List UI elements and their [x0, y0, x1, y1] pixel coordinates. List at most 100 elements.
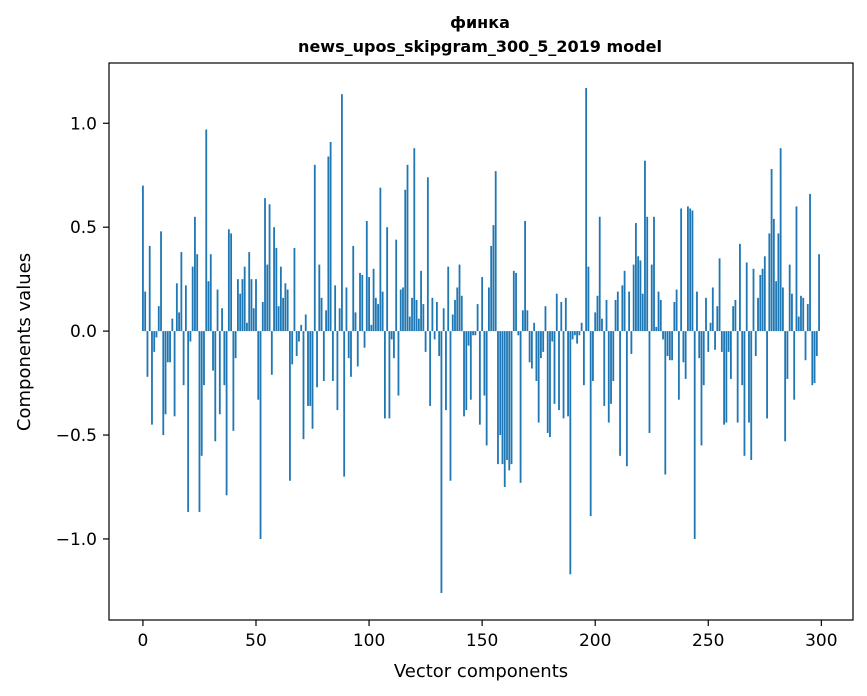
bar	[716, 306, 719, 332]
x-tick-label: 300	[805, 631, 837, 651]
bar	[234, 331, 237, 359]
bar	[770, 169, 773, 332]
bar	[696, 291, 698, 332]
bar	[318, 264, 321, 332]
bar	[212, 331, 214, 371]
bar	[763, 256, 766, 332]
bar	[655, 326, 658, 332]
bar	[646, 216, 649, 332]
bar	[187, 331, 190, 512]
bar	[388, 331, 391, 419]
bar	[607, 331, 610, 423]
bar	[693, 331, 696, 539]
bar	[517, 331, 520, 336]
bar	[327, 156, 330, 332]
bar	[207, 281, 210, 332]
bar	[221, 308, 223, 332]
bar	[761, 268, 764, 332]
bar	[621, 285, 624, 332]
bar	[307, 331, 309, 406]
bar	[734, 299, 737, 332]
y-tick-label: −1.0	[56, 530, 97, 550]
bar	[519, 331, 522, 483]
x-tick-label: 100	[353, 631, 385, 651]
bar	[641, 293, 644, 332]
bar	[472, 331, 474, 336]
bar	[576, 331, 579, 344]
bar	[151, 331, 153, 425]
bar	[329, 141, 332, 332]
bar	[345, 287, 348, 332]
x-tick-label: 0	[138, 631, 149, 651]
bar	[289, 331, 291, 481]
bar	[580, 322, 583, 332]
bar	[684, 331, 687, 379]
bar	[316, 331, 318, 388]
bar	[259, 331, 262, 539]
bar	[361, 274, 364, 332]
bar	[445, 331, 447, 411]
bar	[806, 304, 809, 332]
bar	[589, 331, 592, 517]
bar	[286, 289, 289, 332]
bar	[433, 331, 436, 340]
x-tick-label: 250	[692, 631, 724, 651]
bar	[562, 331, 565, 419]
bar	[216, 289, 219, 332]
bar	[146, 331, 149, 377]
bar	[601, 318, 603, 332]
bar	[662, 331, 664, 340]
bar	[205, 129, 208, 332]
bar	[191, 266, 194, 332]
bar	[429, 331, 432, 406]
bar	[209, 254, 212, 332]
bar	[736, 331, 739, 423]
bar	[365, 220, 368, 332]
bar	[313, 164, 316, 332]
bar	[714, 331, 716, 350]
bar	[526, 310, 529, 332]
bar	[232, 331, 235, 431]
bar	[194, 216, 196, 332]
bar	[499, 331, 502, 436]
bar	[341, 94, 343, 332]
bar	[501, 331, 504, 465]
bar	[754, 331, 757, 357]
bar	[524, 220, 526, 332]
bar	[422, 304, 425, 332]
bar	[214, 331, 217, 442]
bar	[530, 331, 533, 369]
bar	[275, 247, 278, 332]
bar	[420, 270, 422, 332]
bar	[354, 312, 357, 332]
bar	[372, 268, 375, 332]
bar	[711, 287, 714, 332]
bar	[178, 312, 181, 332]
bar	[682, 331, 685, 363]
bar	[411, 297, 413, 332]
bar	[616, 291, 619, 332]
bar	[331, 331, 334, 381]
bar	[465, 331, 468, 411]
bar	[225, 331, 228, 496]
bar	[169, 331, 171, 363]
bar	[284, 283, 287, 332]
bar	[689, 208, 692, 332]
bar	[571, 331, 574, 340]
bar	[343, 331, 346, 477]
bar	[535, 331, 538, 381]
bar	[252, 308, 255, 332]
bar	[390, 331, 393, 340]
bar	[338, 308, 341, 332]
bar	[381, 291, 384, 332]
bar	[723, 331, 726, 425]
bar	[164, 331, 167, 415]
bar	[200, 331, 203, 456]
bar	[350, 331, 352, 377]
bar	[515, 272, 517, 332]
bar	[494, 171, 497, 332]
bar	[436, 302, 438, 332]
bar	[370, 324, 373, 332]
bar	[490, 245, 493, 332]
bar	[745, 262, 748, 332]
